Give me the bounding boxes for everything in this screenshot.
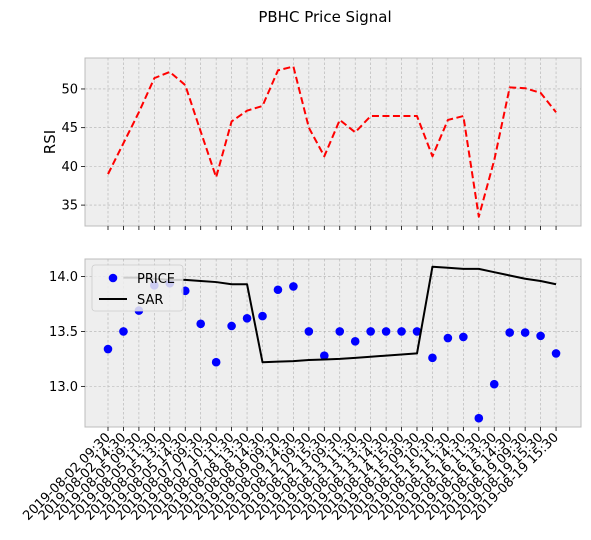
price-point xyxy=(475,414,484,423)
price-point xyxy=(258,312,267,321)
price-point xyxy=(274,285,283,294)
price-point xyxy=(289,282,298,291)
price-point xyxy=(351,337,360,346)
legend-label: SAR xyxy=(137,293,163,308)
price-point xyxy=(119,327,128,336)
y-tick-label: 40 xyxy=(61,160,78,175)
y-tick-label: 13.5 xyxy=(49,325,78,340)
price-point xyxy=(335,327,344,336)
price-point xyxy=(552,349,561,358)
y-tick-label: 45 xyxy=(61,121,78,136)
price-point xyxy=(490,380,499,389)
price-point xyxy=(212,358,221,367)
price-point xyxy=(536,332,545,341)
price-sar-panel: 13.0 13.5 14.0 PRICE SAR xyxy=(49,259,581,431)
price-point xyxy=(196,319,205,328)
price-point xyxy=(227,322,236,331)
y-tick-label: 14.0 xyxy=(49,270,78,285)
price-point xyxy=(382,327,391,336)
price-point xyxy=(521,328,530,337)
y-axis-label: RSI xyxy=(41,130,59,154)
price-point xyxy=(428,354,437,363)
plot-area xyxy=(85,58,581,226)
price-point xyxy=(444,334,453,343)
legend: PRICE SAR xyxy=(92,265,183,311)
legend-marker-price xyxy=(109,274,118,283)
y-tick-label: 13.0 xyxy=(49,380,78,395)
y-tick-label: 35 xyxy=(61,199,78,214)
price-point xyxy=(104,345,113,354)
price-point xyxy=(243,314,252,323)
legend-label: PRICE xyxy=(137,272,175,287)
price-point xyxy=(397,327,406,336)
chart-title: PBHC Price Signal xyxy=(258,8,391,26)
rsi-panel: 35 40 45 50 RSI xyxy=(41,58,581,230)
price-point xyxy=(305,327,314,336)
price-point xyxy=(459,333,468,342)
price-point xyxy=(505,328,514,337)
y-tick-label: 50 xyxy=(61,82,78,97)
price-point xyxy=(366,327,375,336)
